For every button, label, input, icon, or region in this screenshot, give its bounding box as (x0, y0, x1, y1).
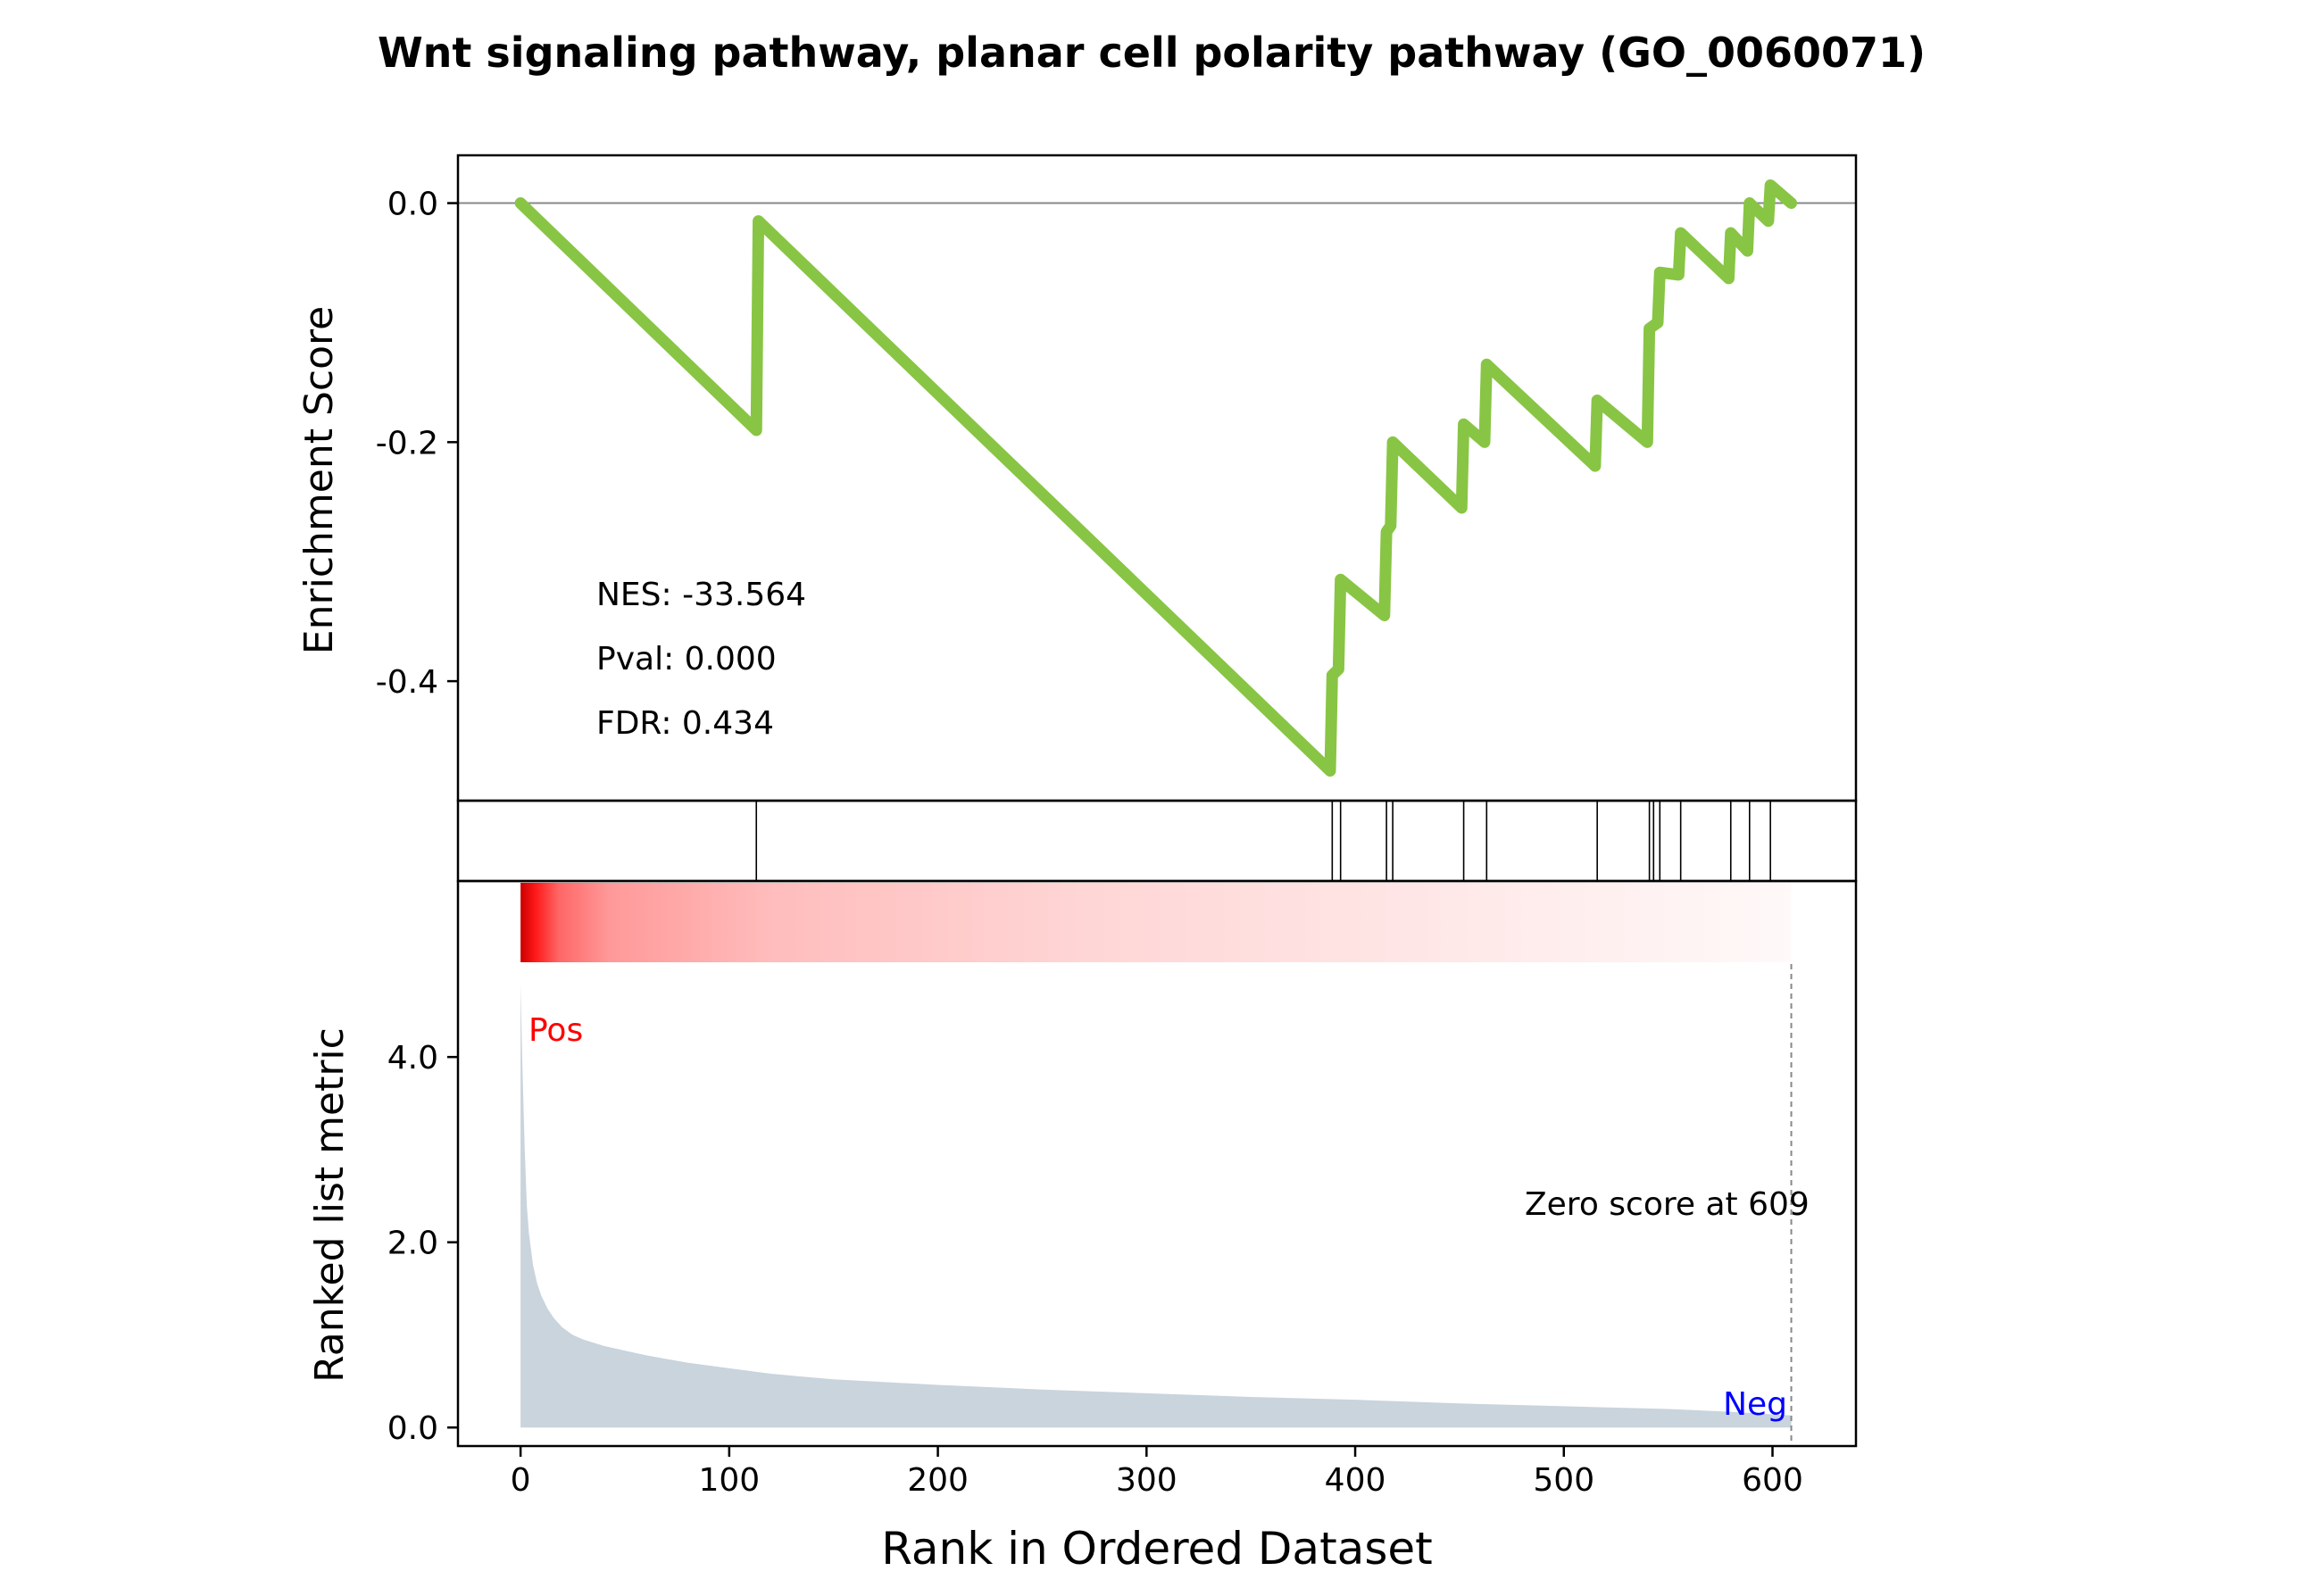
enrichment-y-tick-label: -0.4 (376, 664, 438, 701)
x-axis-ticks: 0 100 200 300 400 500 600 (511, 1446, 1803, 1499)
fdr-annotation: FDR: 0.434 (596, 705, 774, 742)
hits-panel-frame (456, 799, 1858, 883)
x-tick-label: 500 (1533, 1462, 1594, 1499)
ranked-metric-area (520, 983, 1792, 1428)
hits-panel (456, 799, 1858, 883)
enrichment-y-tick-label: -0.2 (376, 425, 438, 461)
enrichment-y-ticks: 0.0 -0.2 -0.4 (376, 187, 458, 701)
enrichment-score-line (514, 179, 1798, 777)
neg-label: Neg (1723, 1386, 1787, 1423)
x-tick-label: 600 (1742, 1462, 1803, 1499)
x-tick-label: 400 (1325, 1462, 1386, 1499)
enrichment-y-axis-label: Enrichment Score (296, 306, 342, 654)
x-tick-label: 100 (698, 1462, 760, 1499)
pval-annotation: Pval: 0.000 (596, 641, 777, 677)
x-tick-label: 200 (907, 1462, 969, 1499)
x-tick-label: 300 (1116, 1462, 1177, 1499)
nes-annotation: NES: -33.564 (596, 577, 806, 613)
x-axis-label: Rank in Ordered Dataset (881, 1523, 1432, 1575)
ranked-metric-panel-frame (456, 879, 1858, 1448)
ranked-metric-y-tick-label: 0.0 (387, 1410, 438, 1447)
pos-label: Pos (528, 1012, 583, 1049)
x-tick-label: 0 (511, 1462, 531, 1499)
hit-markers (755, 801, 1771, 881)
enrichment-panel: 0.0 -0.2 -0.4 Enrichment Score NES: -33.56… (296, 154, 1858, 802)
zero-score-annotation: Zero score at 609 (1525, 1186, 1810, 1223)
ranked-metric-y-tick-label: 2.0 (387, 1226, 438, 1262)
enrichment-panel-frame (456, 154, 1858, 802)
ranked-metric-y-tick-label: 4.0 (387, 1040, 438, 1076)
ranked-metric-y-axis-label: Ranked list metric (307, 1027, 353, 1383)
rank-heatmap-bar (520, 883, 1792, 962)
chart-title: Wnt signaling pathway, planar cell polar… (378, 29, 1926, 77)
enrichment-y-tick-label: 0.0 (387, 187, 438, 223)
ranked-metric-y-ticks: 0.0 2.0 4.0 (387, 1040, 458, 1447)
ranked-metric-panel: Pos Neg Zero score at 609 0.0 2.0 4.0 Rank… (307, 879, 1858, 1448)
